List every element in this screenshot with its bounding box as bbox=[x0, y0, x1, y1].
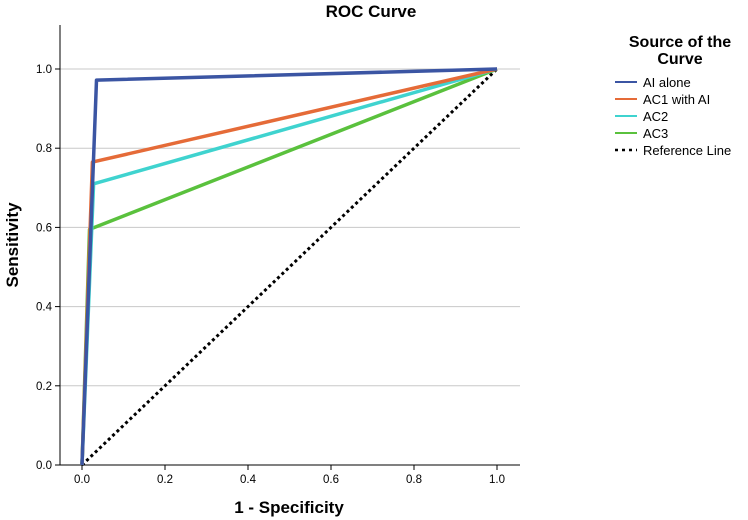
x-tick-label: 0.6 bbox=[323, 474, 339, 486]
x-tick-label: 0.0 bbox=[74, 474, 90, 486]
legend-label: AC1 with AI bbox=[643, 92, 710, 107]
legend-label: AC2 bbox=[643, 109, 668, 124]
y-axis-title: Sensitivity bbox=[3, 202, 22, 288]
y-tick-label: 1.0 bbox=[36, 64, 52, 76]
x-tick-label: 0.2 bbox=[157, 474, 173, 486]
legend-label: Reference Line bbox=[643, 143, 731, 158]
y-tick-label: 0.2 bbox=[36, 381, 52, 393]
legend-title-line-2: Curve bbox=[657, 51, 702, 68]
y-tick-label: 0.4 bbox=[36, 302, 53, 314]
legend-title-line-1: Source of the bbox=[629, 34, 731, 51]
axes bbox=[55, 25, 520, 470]
y-tick-label: 0.0 bbox=[36, 460, 52, 472]
x-axis-title: 1 - Specificity bbox=[234, 498, 344, 517]
legend-label: AI alone bbox=[643, 75, 691, 90]
x-tick-label: 1.0 bbox=[489, 474, 505, 486]
tick-labels: 0.0 0.2 0.4 0.6 0.8 1.0 0.0 0.2 0.4 0.6 0.8 1.0 bbox=[36, 64, 505, 486]
series-line-ai-alone bbox=[80, 67, 498, 466]
y-tick-label: 0.6 bbox=[36, 222, 52, 234]
x-tick-label: 0.4 bbox=[240, 474, 257, 486]
y-tick-label: 0.8 bbox=[36, 143, 52, 155]
legend-label: AC3 bbox=[643, 126, 668, 141]
gridlines bbox=[60, 68, 520, 387]
x-tick-label: 0.8 bbox=[406, 474, 422, 486]
chart-title: ROC Curve bbox=[326, 2, 417, 21]
legend-items: AI alone AC1 with AI AC2 AC3 Reference Line bbox=[615, 75, 731, 158]
series-lines bbox=[80, 67, 499, 467]
